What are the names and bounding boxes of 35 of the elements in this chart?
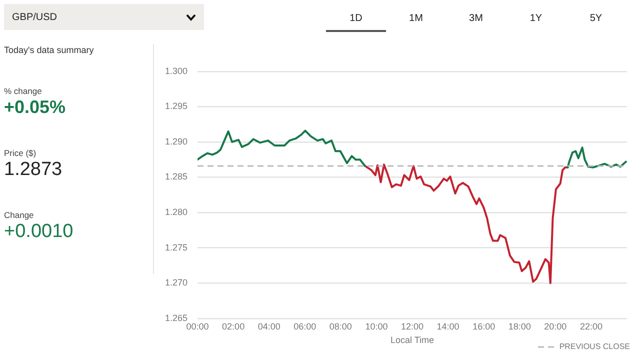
legend-label: PREVIOUS CLOSE bbox=[559, 342, 630, 351]
x-tick-label: 14:00 bbox=[436, 321, 460, 332]
x-tick-label: 20:00 bbox=[544, 321, 567, 332]
x-tick-label: 00:00 bbox=[186, 321, 209, 332]
x-tick-label: 02:00 bbox=[222, 321, 245, 332]
x-axis-title: Local Time bbox=[390, 335, 434, 346]
x-tick-label: 06:00 bbox=[294, 321, 316, 332]
text: % change bbox=[4, 86, 43, 96]
text: Today's data summary bbox=[4, 45, 94, 55]
text: 1Y bbox=[530, 12, 542, 24]
text: Price ($) bbox=[4, 148, 38, 158]
y-tick-label: 1.270 bbox=[164, 278, 188, 288]
text: +0.05% bbox=[4, 97, 66, 118]
x-tick-label: 18:00 bbox=[508, 321, 531, 332]
y-tick-label: 1.285 bbox=[164, 172, 188, 182]
y-tick-label: 1.265 bbox=[164, 312, 188, 323]
x-tick-label: 22:00 bbox=[580, 321, 602, 332]
y-tick-label: 1.275 bbox=[164, 242, 188, 252]
text: 1D bbox=[350, 12, 362, 24]
x-tick-label: 10:00 bbox=[365, 321, 388, 332]
x-tick-label: 12:00 bbox=[400, 321, 424, 332]
text: +0.0010 bbox=[4, 221, 74, 243]
x-tick-label: 16:00 bbox=[472, 321, 496, 332]
y-tick-label: 1.290 bbox=[164, 136, 188, 146]
y-tick-label: 1.295 bbox=[164, 101, 188, 112]
text: 3M bbox=[469, 12, 483, 24]
y-tick-label: 1.280 bbox=[164, 207, 188, 218]
y-tick-label: 1.300 bbox=[164, 66, 188, 76]
text: 1.2873 bbox=[4, 159, 62, 181]
text: Change bbox=[4, 210, 35, 220]
x-tick-label: 04:00 bbox=[258, 321, 280, 332]
text: GBP/USD bbox=[12, 12, 58, 22]
text: 1M bbox=[409, 12, 423, 24]
text: 5Y bbox=[590, 12, 602, 24]
x-tick-label: 08:00 bbox=[329, 321, 352, 332]
